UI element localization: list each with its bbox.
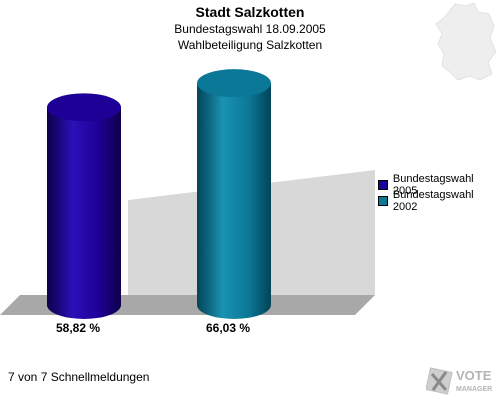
value-label-2002: 66,03 % (206, 321, 250, 335)
chart-subtitle: Bundestagswahl 18.09.2005 (174, 22, 326, 36)
legend-item-2005: Bundestagswahl 2005 (378, 173, 500, 197)
logo-manager-text: MANAGER (456, 386, 492, 393)
legend-swatch-2005 (378, 180, 388, 190)
legend-swatch-2002 (378, 196, 388, 206)
logo-vote-text: VOTE (456, 368, 492, 383)
bar-body-2005 (47, 107, 121, 319)
chart-title: Stadt Salzkotten (195, 4, 305, 20)
legend-label-2002: Bundestagswahl 2002 (392, 189, 474, 213)
bar-2002 (197, 69, 271, 320)
bar-top-2002 (197, 69, 271, 98)
ballot-cross-icon (426, 367, 453, 395)
bar-top-2005 (47, 93, 121, 122)
legend-item-2002: Bundestagswahl 2002 (378, 189, 500, 213)
value-label-2005: 58,82 % (56, 321, 100, 335)
bar-2005 (47, 93, 121, 319)
bar-body-2002 (197, 83, 271, 320)
germany-map-icon (435, 2, 497, 81)
chart-subtitle-2: Wahlbeteiligung Salzkotten (177, 38, 323, 52)
vote-manager-logo: VOTE MANAGER (426, 367, 492, 395)
footer-status: 7 von 7 Schnellmeldungen (8, 370, 150, 384)
legend-label-2005: Bundestagswahl 2005 (392, 173, 474, 197)
